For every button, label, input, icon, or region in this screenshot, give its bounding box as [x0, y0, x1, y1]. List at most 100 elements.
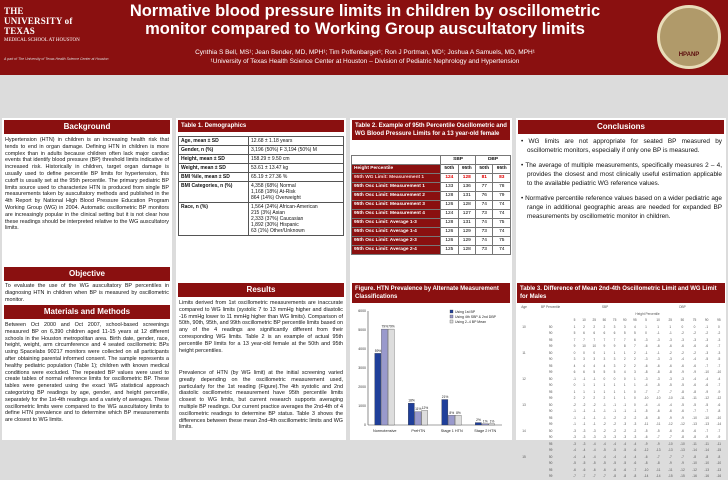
table-cell: 12 — [522, 376, 526, 381]
table-cell: -3 — [668, 337, 672, 342]
column-header: 5 — [645, 318, 647, 322]
column-group-header: Age — [521, 305, 527, 309]
table-cell: -3 — [582, 435, 586, 439]
table-header-row: SBP DBP — [350, 155, 511, 165]
table-cell: -6 — [668, 409, 672, 413]
table-cell: -2 — [613, 415, 616, 420]
table-cell: 2 — [603, 324, 606, 329]
table-cell: 50 — [548, 376, 553, 381]
table-cell: 78 — [492, 182, 511, 192]
table-cell: -1 — [592, 376, 596, 381]
table-cell: -1 — [602, 402, 606, 407]
table-cell: 4 — [583, 363, 585, 368]
table-cell: -5 — [644, 428, 648, 433]
data-label: 2% — [476, 418, 481, 422]
column-header: 5 — [573, 318, 576, 322]
table-cell: -3 — [633, 435, 637, 439]
table-cell: 5 — [593, 370, 596, 374]
table-cell: -6 — [681, 428, 684, 433]
table-cell: 1 — [613, 389, 616, 394]
table-header-row: Height Percentile — [517, 311, 725, 318]
table-cell: 1 — [603, 350, 606, 355]
table-cell: -3 — [668, 376, 672, 381]
table-cell: 131 — [457, 218, 477, 228]
table-cell: -3 — [644, 337, 648, 342]
table-cell: 6 — [613, 331, 616, 335]
table-cell: -12 — [668, 422, 673, 426]
table-cell: 1 — [613, 383, 616, 387]
column-header: 25 — [668, 318, 673, 322]
table-cell: -8 — [633, 474, 637, 478]
table-cell: -3 — [668, 357, 672, 361]
table-cell: 0 — [593, 350, 596, 355]
table-cell: 9 — [613, 344, 616, 348]
row-label: 95th Osc Limit: Measurement 2 — [350, 191, 442, 201]
table-cell: 1 — [645, 324, 647, 329]
objective-heading: Objective — [4, 267, 170, 281]
table-cell: -1 — [582, 422, 586, 426]
table-cell: -13 — [704, 422, 709, 426]
table-cell: 74 — [492, 209, 511, 219]
table-cell: -5 — [693, 402, 696, 407]
table-cell: 3 — [613, 363, 616, 368]
table-cell: 3 — [623, 324, 626, 329]
table-cell: -5 — [681, 383, 684, 387]
table-cell: -10 — [692, 415, 697, 420]
table-cell: 128 — [440, 218, 459, 228]
data-label: 8% — [449, 411, 454, 415]
figure-heading: Figure. HTN Prevalence by Alternate Meas… — [352, 283, 510, 303]
table-row: 95 4 4 4 4 3 2 2 -6 -6 -6 -6 -6 -7 -7 — [517, 363, 725, 370]
table-row: 90 -1 -1 -1 -1 -1 -1 -1 -5 -6 -6 -6 -7 -7 -8 — [517, 408, 725, 415]
table-cell: 0 — [623, 376, 626, 381]
table-cell: 74 — [475, 236, 494, 246]
affiliation: ¹University of Texas Health Science Cent… — [210, 58, 520, 65]
table-cell: -6 — [681, 344, 684, 348]
y-tick-label: 3000 — [358, 366, 366, 370]
logo-subtext: MEDICAL SCHOOL AT HOUSTON — [4, 38, 80, 43]
table-cell: -3 — [613, 435, 616, 439]
table-cell: -11 — [680, 396, 685, 400]
table-cell: -7 — [705, 409, 709, 413]
table-cell: 126 — [440, 236, 459, 246]
table-cell: 1 — [623, 383, 626, 387]
table-row: 95 7 7 7 7 7 7 6 -3 -3 -3 -3 -3 -3 -3 — [517, 337, 725, 344]
table-cell: 3 — [583, 357, 585, 361]
table-cell: 1 — [573, 324, 576, 329]
table-header-row: Age BP Percentile SBP DBP — [517, 304, 725, 311]
table-cell: 74 — [492, 200, 511, 210]
table-cell: 73 — [475, 245, 494, 255]
table-cell: -6 — [681, 409, 684, 413]
bar — [414, 411, 422, 426]
table-cell: 127 — [457, 209, 477, 219]
table-cell: -14 — [643, 474, 649, 478]
table-cell: -12 — [680, 422, 685, 426]
table-cell: -2 — [633, 415, 637, 420]
table-cell: 1 — [593, 383, 596, 387]
table-cell: -3 — [681, 337, 684, 342]
column-header: 95th — [492, 164, 511, 174]
table-cell: -5 — [705, 357, 709, 361]
row-label: 95th Osc Limit: Average 2-4 — [350, 245, 442, 255]
table-row: 13 50 -2 -2 -2 -1 -1 -1 0 -4 -4 -4 -5 -5 -5 -6 — [517, 402, 725, 409]
table-cell: 10 — [592, 344, 596, 348]
table-cell: -14 — [655, 474, 661, 478]
row-label: Weight, mean ± SD — [178, 163, 249, 173]
table-cell: -5 — [705, 402, 709, 407]
table-cell: -1 — [644, 350, 648, 355]
table-cell: -1 — [592, 415, 596, 420]
table-cell: 6 — [583, 370, 585, 374]
background-heading: Background — [4, 120, 170, 134]
table-cell: 3 — [613, 357, 616, 361]
table-cell: 1 — [603, 389, 606, 394]
table-cell: -8 — [693, 389, 696, 394]
table-cell: -1 — [705, 324, 709, 329]
table-cell: -6 — [681, 363, 684, 368]
table-cell: 83 — [492, 173, 511, 183]
table-cell: 2 — [593, 324, 596, 329]
table-row: 95th WG Limit: Measurement 1 124 128 81 83 — [350, 173, 511, 183]
table-row: 95th Osc Limit: Measurement 4 124 127 73 74 — [350, 209, 511, 219]
table-cell: 1 — [657, 324, 660, 329]
table-cell: 11 — [522, 350, 526, 355]
table-cell: 1 — [613, 396, 616, 400]
table-cell: -3 — [573, 428, 576, 433]
